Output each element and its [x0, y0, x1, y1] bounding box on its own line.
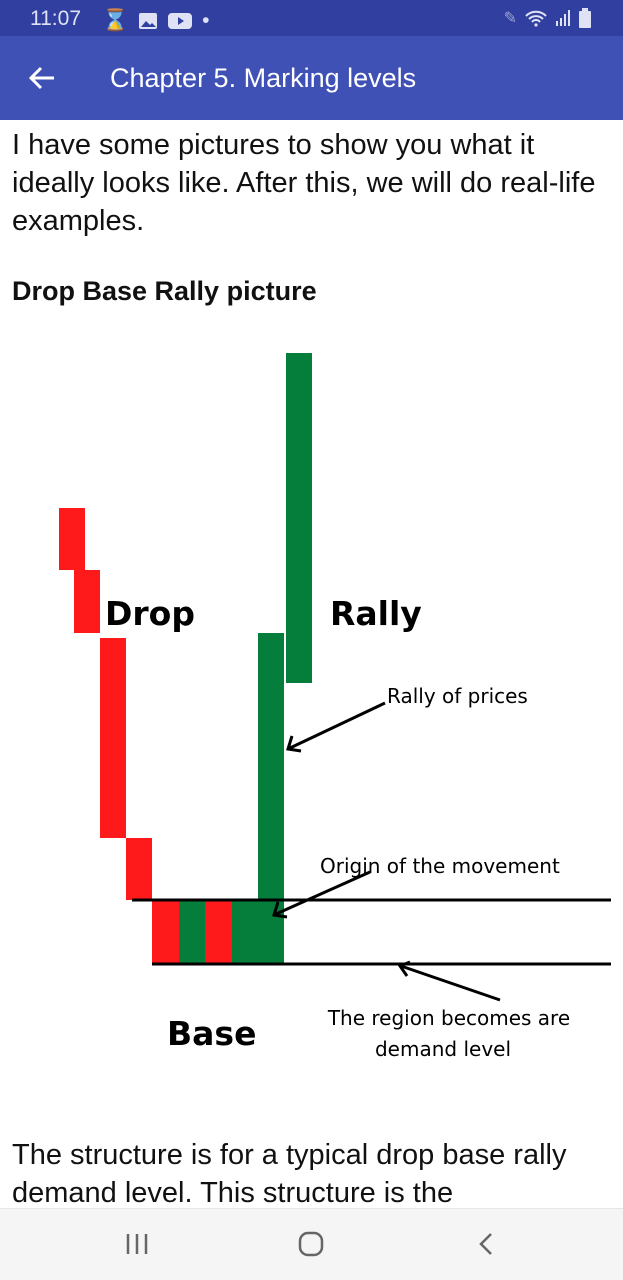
intro-paragraph: I have some pictures to show you what it… — [12, 129, 596, 237]
rally-candle — [286, 353, 312, 683]
wifi-icon — [525, 10, 547, 27]
drop-candle — [59, 508, 85, 570]
status-bar: 11:07 ⌛ • ✎ — [0, 0, 623, 36]
dot-icon: • — [202, 9, 210, 32]
annotation-region-1: The region becomes are — [327, 1006, 570, 1030]
image-icon — [139, 13, 158, 29]
home-icon[interactable] — [298, 1231, 324, 1262]
chapter-content[interactable]: I have some pictures to show you what it… — [0, 120, 623, 1208]
drop-candle — [100, 638, 126, 838]
arrow-rally — [286, 701, 386, 753]
signal-icon — [556, 10, 570, 26]
base-candle-green — [179, 900, 205, 963]
app-bar: Chapter 5. Marking levels — [0, 36, 623, 120]
base-candle-red — [205, 900, 232, 963]
back-icon[interactable] — [476, 1231, 496, 1262]
drop-base-rally-figure: Drop Rally Base Rally of prices Origin o… — [59, 353, 611, 1061]
navigation-bar — [0, 1208, 623, 1280]
recents-icon[interactable] — [124, 1231, 150, 1262]
arrow-origin — [272, 870, 371, 919]
annotation-region-2: demand level — [375, 1037, 511, 1061]
rally-candle — [258, 633, 284, 963]
annotation-origin: Origin of the movement — [320, 854, 560, 878]
base-candle-red — [152, 900, 179, 963]
arrow-left-icon[interactable] — [26, 62, 58, 94]
battery-icon — [579, 8, 591, 28]
hourglass-icon: ⌛ — [102, 9, 129, 32]
base-candle-green — [232, 900, 258, 963]
drop-candle — [126, 838, 152, 900]
page-title: Chapter 5. Marking levels — [110, 63, 417, 93]
label-rally: Rally — [330, 594, 422, 633]
outro-paragraph: The structure is for a typical drop base… — [12, 1139, 567, 1208]
section-heading: Drop Base Rally picture — [12, 276, 317, 306]
label-drop: Drop — [105, 594, 195, 633]
arrow-region — [397, 960, 501, 1002]
drop-candle — [74, 570, 100, 633]
youtube-icon — [168, 13, 193, 29]
pen-icon: ✎ — [503, 10, 517, 27]
label-base: Base — [167, 1014, 256, 1053]
annotation-rally: Rally of prices — [387, 684, 528, 708]
status-time: 11:07 — [30, 7, 81, 30]
